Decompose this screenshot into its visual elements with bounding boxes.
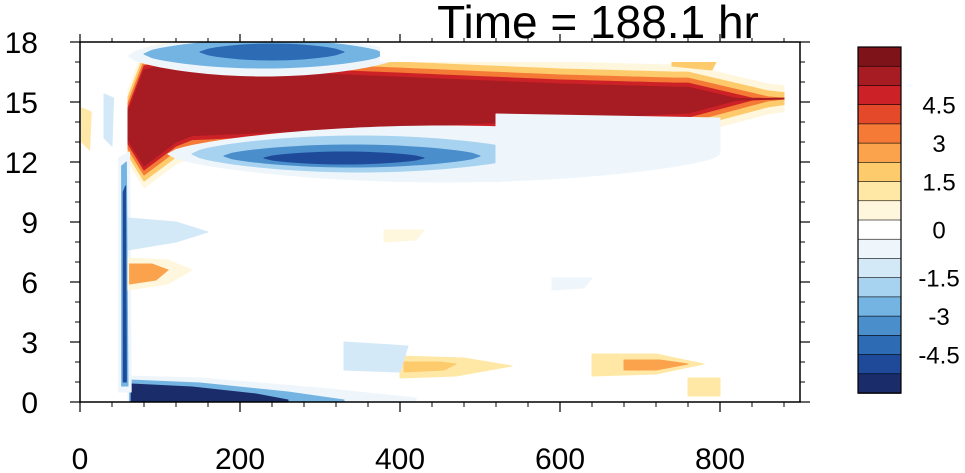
- colorbar-swatch: [857, 162, 902, 183]
- colorbar-swatch: [857, 296, 902, 317]
- positive-patch-460-core: [403, 361, 457, 373]
- x-tick-label: 0: [72, 443, 89, 473]
- colorbar-swatch: [857, 315, 902, 337]
- positive-patch-right-edge: [687, 377, 721, 397]
- colorbar-swatch: [857, 123, 902, 144]
- negative-edge-patch: [103, 93, 115, 147]
- colorbar: 4.5 3 1.5 0 -1.5 -3 -4.5: [857, 46, 960, 394]
- chart-title: Time = 188.1 hr: [437, 0, 759, 48]
- colorbar-label: -4.5: [918, 343, 959, 370]
- y-tick-label: 18: [5, 27, 38, 60]
- colorbar-label: 1.5: [922, 170, 955, 197]
- y-tick-label: 0: [21, 387, 38, 420]
- colorbar-swatch: [857, 46, 902, 68]
- negative-patch-8: [127, 217, 209, 251]
- colorbar-swatch: [857, 181, 902, 202]
- colorbar-swatch: [857, 200, 902, 221]
- colorbar-swatch: [857, 238, 902, 260]
- colorbar-label: -3: [928, 304, 949, 331]
- colorbar-swatch: [857, 373, 902, 394]
- colorbar-label: 3: [932, 131, 945, 158]
- colorbar-swatch: [857, 142, 902, 164]
- x-axis: 0 200 400 600 800: [72, 34, 785, 473]
- y-tick-label: 3: [21, 327, 38, 360]
- x-tick-label: 200: [215, 443, 265, 473]
- negative-patch-380: [343, 341, 409, 373]
- colorbar-swatch: [857, 65, 902, 87]
- negative-band-17-core: [199, 43, 345, 61]
- negative-faint-1: [551, 277, 593, 291]
- colorbar-swatch: [857, 354, 902, 375]
- positive-edge-patch: [81, 107, 92, 151]
- heatmap-field: [80, 42, 800, 402]
- y-tick-label: 9: [21, 207, 38, 240]
- colorbar-label: 4.5: [922, 93, 955, 120]
- positive-patch-730-core: [623, 359, 689, 371]
- y-tick-label: 6: [21, 267, 38, 300]
- colorbar-swatch: [857, 258, 902, 279]
- negative-wash-right: [495, 113, 721, 183]
- negative-column-core: [122, 185, 127, 383]
- x-tick-label: 800: [695, 443, 745, 473]
- colorbar-label: 0: [932, 218, 945, 245]
- title-backdrop: [380, 42, 800, 62]
- y-tick-label: 15: [5, 87, 38, 120]
- colorbar-label: -1.5: [918, 266, 959, 293]
- y-axis: 0 3 6 9 12 15 18: [5, 27, 810, 420]
- y-tick-label: 12: [5, 147, 38, 180]
- colorbar-swatch: [857, 277, 902, 298]
- colorbar-swatch: [857, 104, 902, 125]
- x-tick-label: 600: [535, 443, 585, 473]
- x-tick-label: 400: [375, 443, 425, 473]
- colorbar-swatch: [857, 219, 902, 241]
- positive-patch-6-core: [129, 263, 169, 285]
- colorbar-swatch: [857, 85, 902, 106]
- negative-band-12-core: [263, 151, 425, 165]
- positive-faint-1: [383, 229, 425, 243]
- colorbar-swatch: [857, 335, 902, 356]
